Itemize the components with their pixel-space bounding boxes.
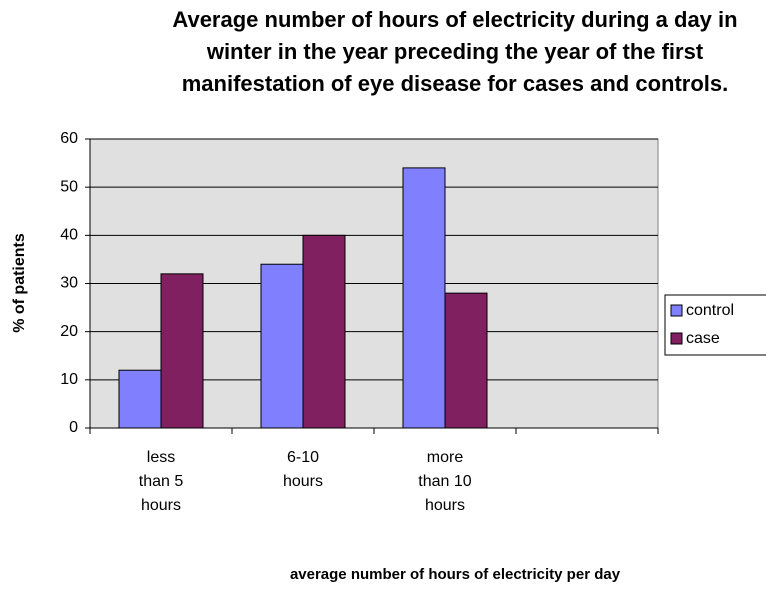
bar bbox=[444, 292, 488, 429]
bar bbox=[118, 369, 162, 429]
bar bbox=[302, 234, 346, 429]
legend-label: case bbox=[686, 330, 720, 347]
legend-label: control bbox=[686, 302, 734, 319]
bar bbox=[160, 273, 204, 429]
legend-swatch bbox=[670, 332, 683, 345]
x-tick-label: 6-10 hours bbox=[282, 449, 324, 490]
bar bbox=[402, 167, 446, 429]
y-axis-label: % of patients bbox=[11, 233, 28, 333]
y-tick-label: 50 bbox=[60, 178, 78, 195]
y-tick-label: 60 bbox=[60, 130, 78, 147]
bar bbox=[260, 263, 304, 429]
y-tick-label: 20 bbox=[60, 323, 78, 340]
x-tick-label: more than 10 hours bbox=[418, 449, 472, 514]
y-tick-label: 0 bbox=[69, 419, 78, 436]
x-tick-label: less than 5 hours bbox=[138, 449, 184, 514]
y-tick-label: 30 bbox=[60, 275, 78, 292]
y-tick-label: 40 bbox=[60, 227, 78, 244]
legend-swatch bbox=[670, 304, 683, 317]
chart-title: Average number of hours of electricity d… bbox=[172, 7, 738, 96]
y-tick-label: 10 bbox=[60, 371, 78, 388]
x-axis-label: average number of hours of electricity p… bbox=[289, 566, 621, 583]
